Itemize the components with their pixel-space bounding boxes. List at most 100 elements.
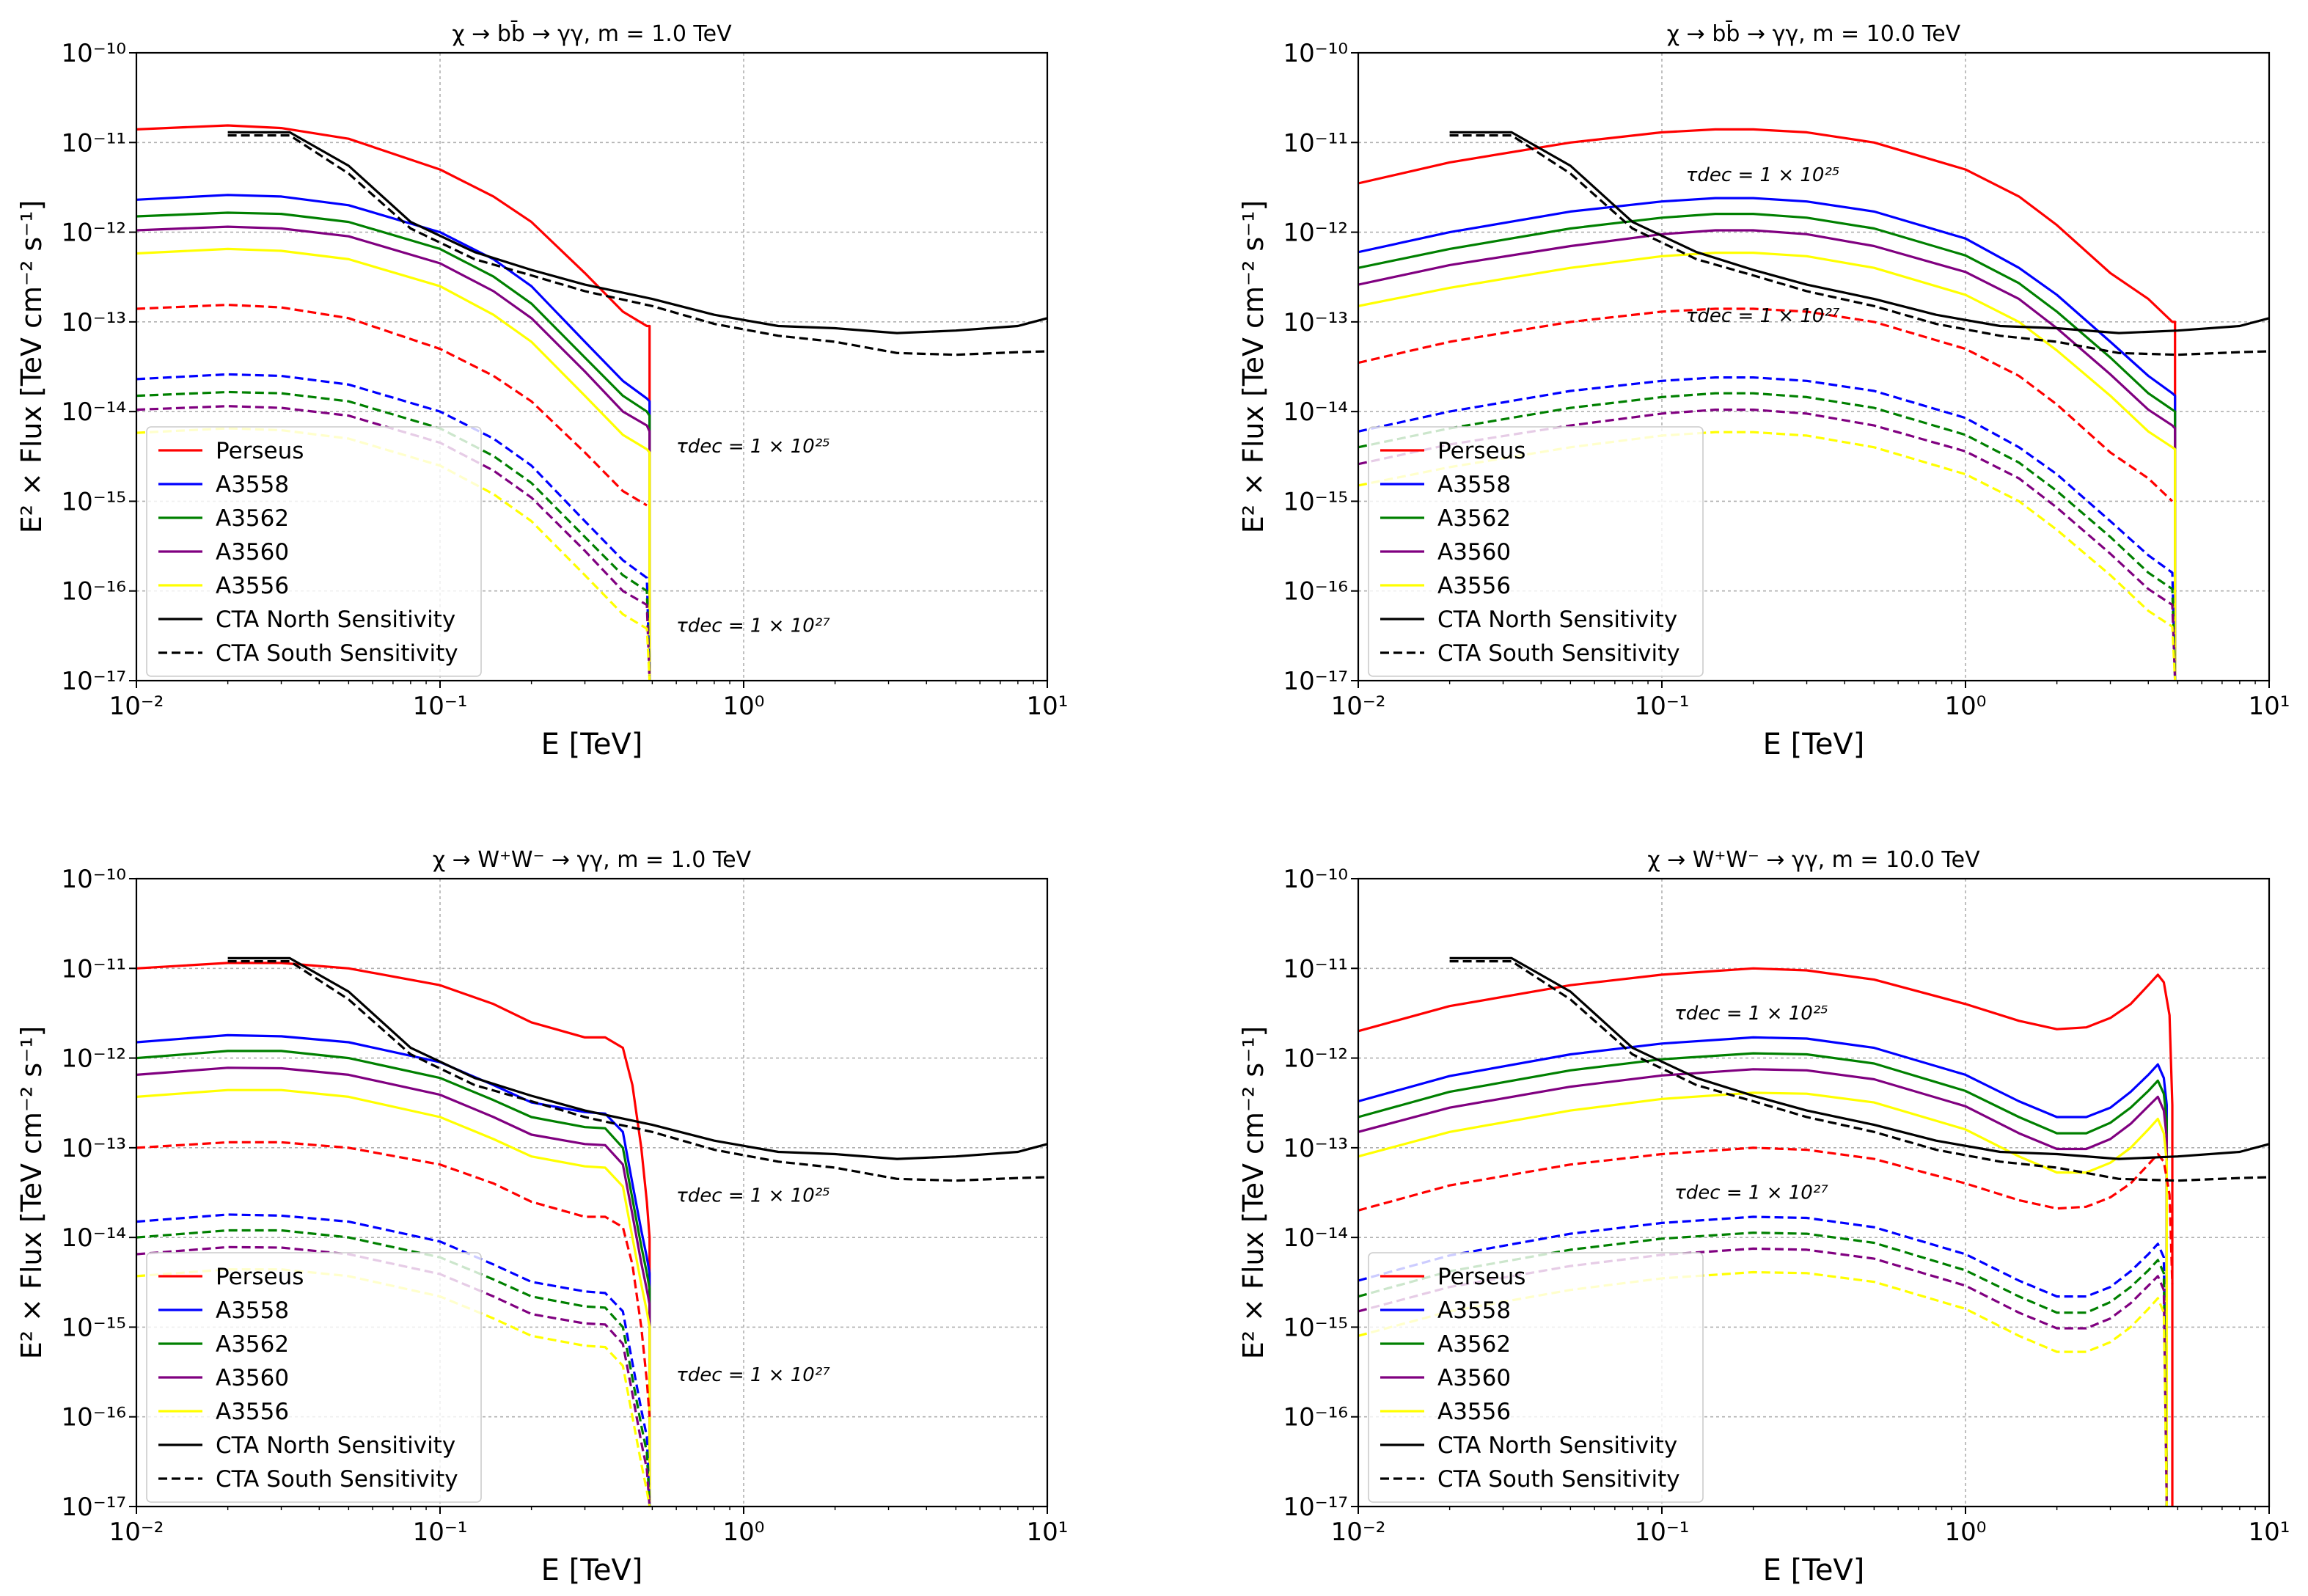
legend-label: CTA North Sensitivity [216,607,455,633]
y-tick-label: 10⁻¹² [1283,219,1348,248]
legend-label: CTA South Sensitivity [216,640,458,667]
legend: Perseus A3558 A3562 A3560 A3556 CTA North Sen… [1369,1253,1703,1502]
y-axis-label: E² × Flux [TeV cm⁻² s⁻¹] [15,1026,48,1360]
legend-label: A3560 [216,539,289,565]
y-tick-label: 10⁻¹⁴ [1283,398,1348,427]
chart-panel-4: 10⁻² 10⁻¹ 10⁰ 10¹ 10⁻¹⁷ 10⁻¹⁶ 10⁻¹⁵ 10⁻¹⁴ 10⁻¹³ 1… [1237,847,2290,1587]
legend-label: CTA South Sensitivity [216,1466,458,1493]
legend-label: A3558 [216,472,289,498]
figure: 10⁻² 10⁻¹ 10⁰ 10¹ 10⁻¹⁷ 10⁻¹⁶ 10⁻¹⁵ 10⁻¹⁴ 10⁻¹³ 1… [0,0,2308,1596]
legend-label: CTA South Sensitivity [1437,1466,1680,1493]
legend-label: A3560 [1437,539,1511,565]
legend: Perseus A3558 A3562 A3560 A3556 CTA North Sen… [147,1253,481,1502]
x-tick-label: 10⁻¹ [1635,1518,1690,1547]
y-axis-label: E² × Flux [TeV cm⁻² s⁻¹] [15,200,48,534]
tau-annotation: τdec = 1 × 10²⁵ [676,1185,830,1207]
tau-annotation: τdec = 1 × 10²⁷ [676,615,830,637]
x-tick-label: 10¹ [1027,692,1069,721]
chart-title: χ → bb̄ → γγ, m = 10.0 TeV [1667,21,1961,47]
legend-label: A3556 [216,1399,289,1425]
y-tick-label: 10⁻¹¹ [1283,128,1348,158]
legend-label: Perseus [1437,438,1525,464]
legend-label: A3560 [216,1365,289,1391]
y-tick-label: 10⁻¹⁴ [1283,1223,1348,1253]
y-tick-label: 10⁻¹⁵ [1283,1313,1348,1342]
chart-panel-1: 10⁻² 10⁻¹ 10⁰ 10¹ 10⁻¹⁷ 10⁻¹⁶ 10⁻¹⁵ 10⁻¹⁴ 10⁻¹³ 1… [15,21,1068,761]
tau-annotation: τdec = 1 × 10²⁵ [676,436,830,458]
legend-label: CTA North Sensitivity [216,1432,455,1459]
legend-label: A3558 [216,1297,289,1324]
y-tick-label: 10⁻¹⁰ [62,39,126,68]
y-tick-label: 10⁻¹⁰ [1283,39,1348,68]
y-tick-label: 10⁻¹⁶ [62,577,126,607]
y-tick-label: 10⁻¹⁷ [1283,1493,1348,1522]
legend-label: A3560 [1437,1365,1511,1391]
legend-label: A3556 [1437,573,1511,599]
x-tick-label: 10⁻¹ [413,692,468,721]
legend-label: CTA North Sensitivity [1437,1432,1677,1459]
y-tick-label: 10⁻¹¹ [62,128,126,158]
x-axis-label: E [TeV] [1763,728,1865,761]
x-tick-label: 10⁰ [1945,692,1987,721]
y-tick-label: 10⁻¹³ [62,1134,126,1163]
chart-panel-3: 10⁻² 10⁻¹ 10⁰ 10¹10⁻¹⁷10⁻¹⁶10⁻¹⁵10⁻¹⁴10⁻¹³1… [15,847,1068,1587]
y-tick-label: 10⁻¹⁴ [62,1223,126,1253]
y-tick-label: 10⁻¹⁰ [62,865,126,894]
tau-annotation: τdec = 1 × 10²⁵ [1686,164,1840,186]
x-tick-label: 10¹ [1027,1518,1069,1547]
chart-title: χ → bb̄ → γγ, m = 1.0 TeV [452,21,732,47]
tau-annotation: τdec = 1 × 10²⁵ [1674,1003,1828,1025]
y-tick-label: 10⁻¹⁴ [62,398,126,427]
y-tick-label: 10⁻¹² [62,219,126,248]
y-tick-label: 10⁻¹¹ [62,954,126,984]
x-tick-label: 10⁻² [1331,692,1386,721]
chart-title: χ → W⁺W⁻ → γγ, m = 1.0 TeV [433,847,752,873]
x-tick-label: 10⁻¹ [413,1518,468,1547]
legend-label: Perseus [216,1264,304,1290]
legend: Perseus A3558 A3562 A3560 A3556 CTA North Sen… [1369,427,1703,676]
y-tick-label: 10⁻¹⁷ [62,667,126,696]
x-axis-label: E [TeV] [541,728,643,761]
tau-annotation: τdec = 1 × 10²⁷ [1674,1182,1828,1204]
tau-annotation: τdec = 1 × 10²⁷ [676,1364,830,1386]
legend-label: CTA South Sensitivity [1437,640,1680,667]
y-tick-label: 10⁻¹⁶ [1283,577,1348,607]
legend-label: A3556 [1437,1399,1511,1425]
y-axis-label: E² × Flux [TeV cm⁻² s⁻¹] [1237,200,1270,534]
legend-label: A3556 [216,573,289,599]
legend-label: A3562 [216,1331,289,1358]
y-tick-label: 10⁻¹³ [1283,1134,1348,1163]
x-tick-label: 10⁻² [1331,1518,1386,1547]
legend: Perseus A3558 A3562 A3560 A3556 CTA North Sen… [147,427,481,676]
x-tick-label: 10⁰ [1945,1518,1987,1547]
tau-annotation: τdec = 1 × 10²⁷ [1686,305,1840,327]
x-tick-label: 10⁰ [723,692,765,721]
legend-label: Perseus [1437,1264,1525,1290]
y-tick-label: 10⁻¹⁷ [62,1493,126,1522]
y-tick-label: 10⁻¹⁰ [1283,865,1348,894]
legend-label: CTA North Sensitivity [1437,607,1677,633]
legend-label: A3562 [1437,505,1511,532]
chart-panel-2: 10⁻² 10⁻¹ 10⁰ 10¹10⁻¹⁷10⁻¹⁶10⁻¹⁵10⁻¹⁴10⁻¹³1… [1237,21,2290,761]
y-tick-label: 10⁻¹⁶ [1283,1403,1348,1432]
legend-label: A3558 [1437,1297,1511,1324]
y-tick-label: 10⁻¹² [1283,1044,1348,1074]
legend-label: A3562 [216,505,289,532]
x-tick-label: 10⁻² [109,1518,164,1547]
y-tick-label: 10⁻¹¹ [1283,954,1348,984]
x-tick-label: 10¹ [2249,1518,2290,1547]
y-tick-label: 10⁻¹⁵ [1283,487,1348,516]
legend-label: A3558 [1437,472,1511,498]
chart-title: χ → W⁺W⁻ → γγ, m = 10.0 TeV [1647,847,1980,873]
x-tick-label: 10¹ [2249,692,2290,721]
y-tick-label: 10⁻¹² [62,1044,126,1074]
x-tick-label: 10⁻¹ [1635,692,1690,721]
legend-label: A3562 [1437,1331,1511,1358]
x-axis-label: E [TeV] [1763,1553,1865,1587]
y-tick-label: 10⁻¹⁵ [62,487,126,516]
y-tick-label: 10⁻¹³ [62,308,126,337]
x-axis-label: E [TeV] [541,1553,643,1587]
y-axis-label: E² × Flux [TeV cm⁻² s⁻¹] [1237,1026,1270,1360]
x-tick-label: 10⁰ [723,1518,765,1547]
y-tick-label: 10⁻¹⁷ [1283,667,1348,696]
